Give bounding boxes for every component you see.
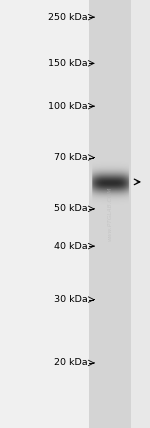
Text: www.PTGLAB.COM: www.PTGLAB.COM (107, 187, 112, 241)
Text: 100 kDa: 100 kDa (48, 101, 87, 111)
Text: 150 kDa: 150 kDa (48, 59, 87, 68)
Text: 50 kDa: 50 kDa (54, 204, 87, 214)
Text: 40 kDa: 40 kDa (54, 241, 87, 251)
Text: 30 kDa: 30 kDa (54, 295, 87, 304)
Text: 20 kDa: 20 kDa (54, 358, 87, 368)
Bar (89, 0, 130, 428)
Bar (0, 0, 89, 428)
Text: 70 kDa: 70 kDa (54, 153, 87, 162)
Text: 250 kDa: 250 kDa (48, 12, 87, 22)
